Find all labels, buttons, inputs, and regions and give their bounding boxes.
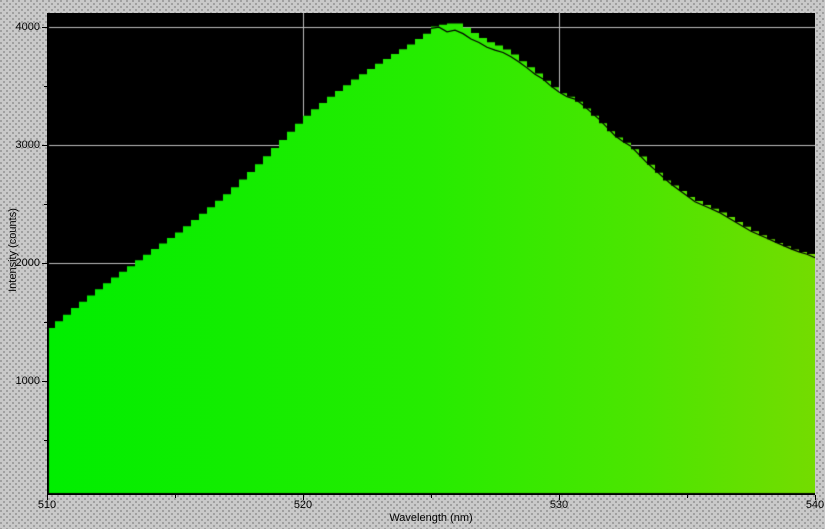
- y-tick: [42, 381, 47, 382]
- x-tick: [815, 495, 816, 500]
- y-tick-label: 4000: [15, 21, 40, 33]
- y-tick-label: 1000: [15, 375, 40, 387]
- x-tick: [559, 495, 560, 500]
- x-minor-tick: [431, 495, 432, 498]
- y-tick: [42, 27, 47, 28]
- x-tick-label: 530: [549, 499, 569, 511]
- y-tick-label: 2000: [15, 257, 40, 269]
- x-axis-title: Wavelength (nm): [389, 512, 473, 524]
- y-axis-title: Intensity (counts): [7, 208, 19, 292]
- y-minor-tick: [44, 204, 47, 205]
- x-tick: [47, 495, 48, 500]
- y-minor-tick: [44, 322, 47, 323]
- x-minor-tick: [687, 495, 688, 498]
- x-tick-label: 510: [37, 499, 57, 511]
- x-minor-tick: [175, 495, 176, 498]
- y-tick-label: 3000: [15, 139, 40, 151]
- y-tick: [42, 145, 47, 146]
- spectrum-plot: [47, 13, 815, 495]
- x-tick: [303, 495, 304, 500]
- y-tick: [42, 263, 47, 264]
- y-minor-tick: [44, 86, 47, 87]
- y-minor-tick: [44, 440, 47, 441]
- x-tick-label: 540: [805, 499, 825, 511]
- x-tick-label: 520: [293, 499, 313, 511]
